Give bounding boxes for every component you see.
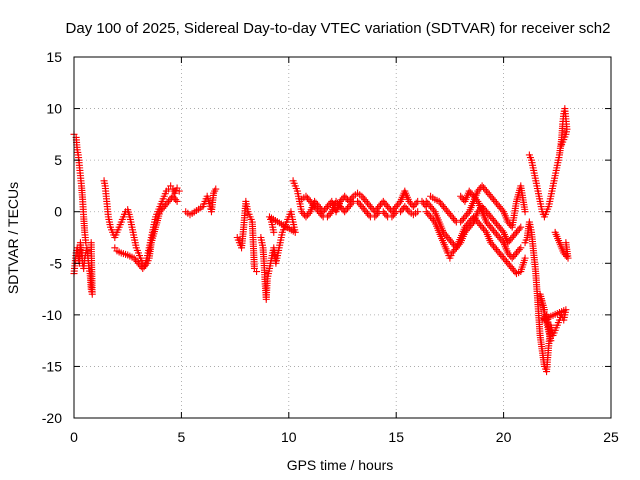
x-tick-label: 10 <box>281 429 297 445</box>
y-tick-label: 0 <box>54 204 62 220</box>
data-point <box>515 225 523 233</box>
data-point <box>540 306 548 314</box>
y-tick-label: -20 <box>42 410 62 426</box>
data-point <box>382 211 390 219</box>
y-tick-label: 15 <box>46 49 62 65</box>
data-point <box>87 239 95 247</box>
data-point <box>558 141 566 149</box>
y-tick-label: -15 <box>42 358 62 374</box>
data-point <box>429 206 437 214</box>
data-point <box>175 187 183 195</box>
data-point <box>173 197 181 205</box>
data-point <box>404 206 412 214</box>
x-tick-label: 5 <box>178 429 186 445</box>
x-tick-label: 0 <box>70 429 78 445</box>
y-tick-label: 5 <box>54 152 62 168</box>
data-point <box>391 209 399 217</box>
data-point <box>414 208 422 216</box>
data-point <box>472 196 480 204</box>
data-point <box>305 209 313 217</box>
x-tick-label: 25 <box>603 429 619 445</box>
plot-frame <box>73 56 612 419</box>
data-point <box>464 209 472 217</box>
data-point <box>253 268 261 276</box>
data-point <box>318 211 326 219</box>
chart-title: Day 100 of 2025, Sidereal Day-to-day VTE… <box>66 20 611 37</box>
y-tick-label: -10 <box>42 307 62 323</box>
data-point <box>348 199 356 207</box>
data-point <box>498 227 506 235</box>
data-point <box>365 211 373 219</box>
data-point <box>562 239 570 247</box>
x-axis-label: GPS time / hours <box>287 457 394 473</box>
x-tick-label: 15 <box>388 429 404 445</box>
data-point <box>521 208 529 216</box>
data-points <box>70 105 572 376</box>
data-point <box>498 237 506 245</box>
data-point <box>521 254 529 262</box>
data-point <box>142 261 150 269</box>
y-axis-label: SDTVAR / TECUs <box>5 182 21 294</box>
data-point <box>451 216 459 224</box>
data-point <box>455 240 463 248</box>
data-point <box>212 185 220 193</box>
x-tick-label: 20 <box>496 429 512 445</box>
data-point <box>374 209 382 217</box>
data-point <box>517 244 525 252</box>
data-point <box>172 196 180 204</box>
axis-ticks: 0 5 10 15 20 25 -20 -15 -10 -5 0 5 10 15 <box>42 49 619 445</box>
data-point <box>395 199 403 207</box>
y-tick-label: 10 <box>46 101 62 117</box>
data-point <box>517 223 525 231</box>
data-point <box>270 228 278 236</box>
data-point <box>468 220 476 228</box>
data-point <box>498 206 506 214</box>
data-point <box>481 227 489 235</box>
data-point <box>515 246 523 254</box>
y-tick-label: -5 <box>50 255 63 271</box>
data-point <box>412 199 420 207</box>
data-point <box>326 209 334 217</box>
